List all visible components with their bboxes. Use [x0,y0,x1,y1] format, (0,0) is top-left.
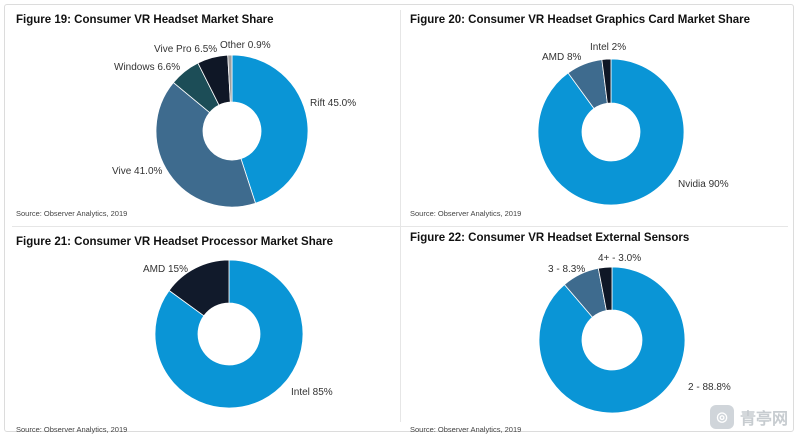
donut-chart-fig20: Nvidia 90% AMD 8% Intel 2% [537,42,729,206]
vertical-divider [400,10,401,422]
chart-title: Figure 22: Consumer VR Headset External … [410,232,690,244]
slice-label: 2 - 88.8% [688,382,731,393]
watermark: ◎ 青亭网 [709,405,788,429]
slice-label: 3 - 8.3% [548,264,585,275]
donut-slice [231,54,309,204]
slice-label: Intel 85% [291,387,333,398]
chart-source: Source: Observer Analytics, 2019 [16,209,128,218]
watermark-text: 青亭网 [739,411,788,428]
chart-title: Figure 19: Consumer VR Headset Market Sh… [16,14,274,26]
report-frame [4,4,794,432]
donut-chart-fig21: Intel 85% AMD 15% [143,259,333,409]
slice-label: Vive 41.0% [112,166,163,177]
chart-title: Figure 20: Consumer VR Headset Graphics … [410,14,750,26]
donut-chart-fig22: 2 - 88.8% 3 - 8.3% 4+ - 3.0% [538,253,731,414]
slice-label: Rift 45.0% [310,98,356,109]
slice-label: 4+ - 3.0% [598,253,641,264]
slice-label: Windows 6.6% [114,62,180,73]
chart-source: Source: Observer Analytics, 2019 [410,209,522,218]
slice-label: Other 0.9% [220,40,271,51]
vr-logo-icon: ◎ [709,405,734,429]
donut-slice [538,266,686,414]
chart-source: Source: Observer Analytics, 2019 [410,425,522,434]
chart-panel-fig19: Figure 19: Consumer VR Headset Market Sh… [6,8,398,222]
donut-slice [601,58,612,104]
chart-title: Figure 21: Consumer VR Headset Processor… [16,236,334,248]
donut-slice [168,259,230,317]
chart-panel-fig21: Figure 21: Consumer VR Headset Processor… [6,230,398,444]
donut-slice [597,266,613,311]
chart-panel-fig22: Figure 22: Consumer VR Headset External … [402,226,794,440]
horizontal-divider [12,226,788,227]
chart-panel-fig20: Figure 20: Consumer VR Headset Graphics … [402,8,794,222]
slice-label: Vive Pro 6.5% [154,44,217,55]
donut-slice [227,54,233,103]
slice-label: Nvidia 90% [678,179,729,190]
slice-label: AMD 15% [143,264,188,275]
donut-slice [537,58,685,206]
donut-slice [154,259,304,409]
donut-slice [155,81,256,208]
chart-source: Source: Observer Analytics, 2019 [16,425,128,434]
slice-label: AMD 8% [542,52,582,63]
donut-chart-fig19: Rift 45.0% Vive 41.0% Windows 6.6% Vive Pro… [112,40,356,208]
slice-label: Intel 2% [590,42,626,53]
